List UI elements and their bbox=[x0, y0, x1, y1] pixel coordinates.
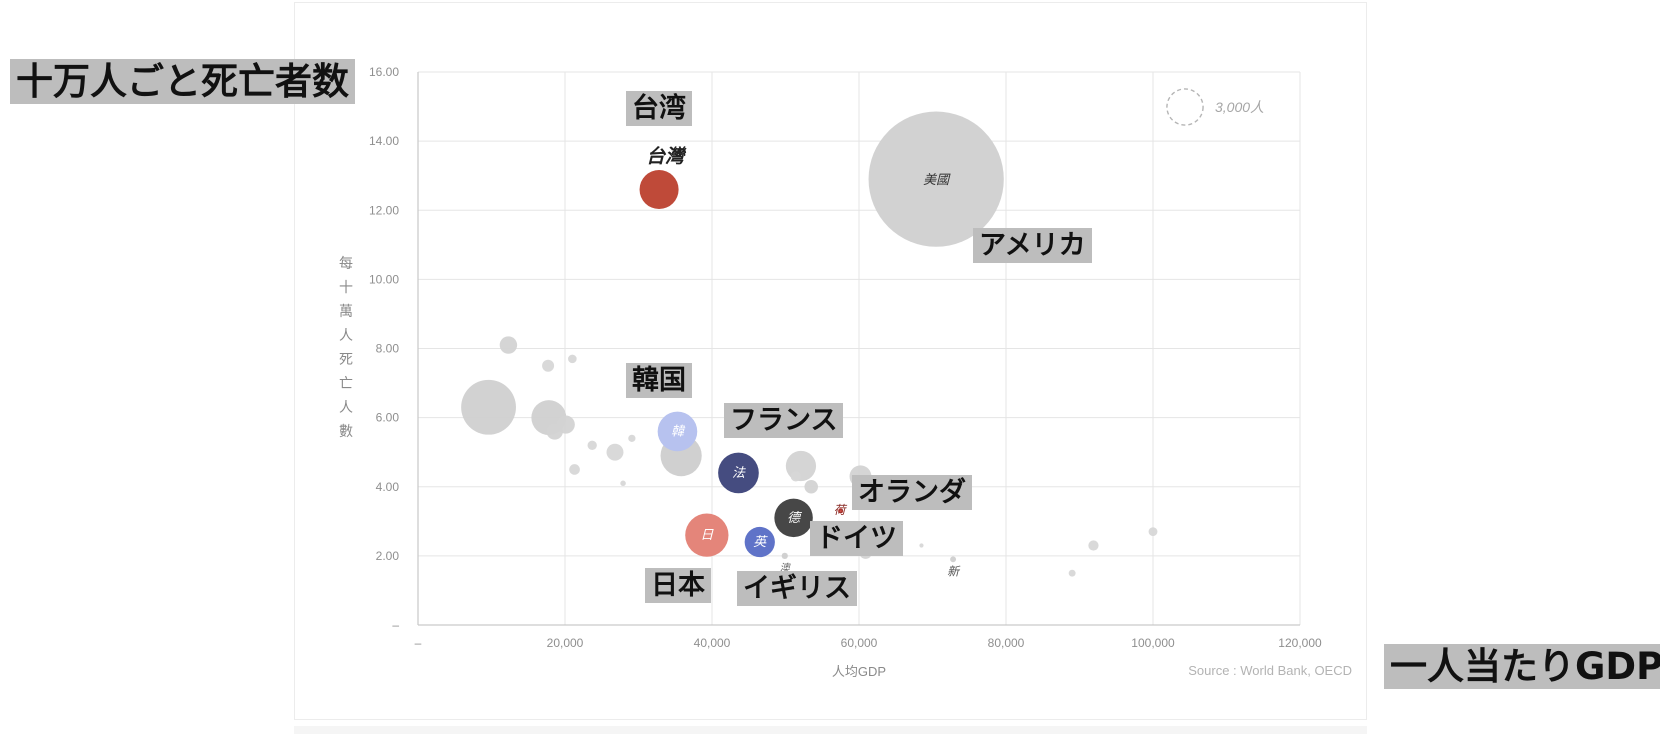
bubble-point bbox=[569, 464, 580, 475]
bubble-label: 德 bbox=[787, 510, 802, 525]
y-axis-label-char: 亡 bbox=[339, 375, 353, 391]
bubble-point bbox=[639, 169, 679, 210]
y-axis-label-char: 萬 bbox=[339, 303, 353, 319]
bubble-point bbox=[685, 513, 729, 557]
y-tick-label: 14.00 bbox=[369, 134, 399, 148]
y-axis-label-char: 人 bbox=[339, 327, 353, 343]
x-tick-label: 20,000 bbox=[547, 636, 584, 650]
bubble-point bbox=[606, 443, 624, 461]
bubble-point bbox=[838, 508, 844, 514]
legend-circle bbox=[1166, 88, 1204, 126]
y-tick-label: 16.00 bbox=[369, 65, 399, 79]
x-tick-label: 60,000 bbox=[841, 636, 878, 650]
x-tick-label: 40,000 bbox=[694, 636, 731, 650]
y-axis-title-jp: 十万人ごと死亡者数 bbox=[10, 59, 355, 104]
germany-annotation: ドイツ bbox=[810, 521, 903, 556]
y-axis-label-char: 十 bbox=[339, 279, 353, 295]
bubble-label: 法 bbox=[732, 465, 746, 480]
bubble-point bbox=[461, 379, 516, 435]
bubble-point bbox=[785, 450, 817, 482]
y-axis-label-char: 死 bbox=[339, 351, 353, 367]
bubble-point bbox=[1068, 569, 1076, 577]
bubble-point bbox=[868, 111, 1004, 247]
bubble-point bbox=[804, 479, 818, 494]
y-tick-label: 12.00 bbox=[369, 203, 399, 217]
usa-annotation: アメリカ bbox=[973, 228, 1092, 263]
x-tick-label: 100,000 bbox=[1131, 636, 1175, 650]
bubble-label: 台灣 bbox=[646, 146, 687, 168]
korea-annotation: 韓国 bbox=[626, 363, 692, 398]
bubble-point bbox=[1148, 527, 1158, 537]
bubble-point bbox=[499, 336, 518, 354]
legend-label: 3,000人 bbox=[1215, 99, 1264, 115]
axis-layer: – 2.00 4.00 6.00 8.00 10.00 12.00 14.00 16.00 – 20… bbox=[339, 65, 1322, 679]
bubble-label: 韓 bbox=[671, 423, 686, 438]
bubble-point bbox=[628, 434, 636, 442]
bubble-label: 澳 bbox=[780, 562, 791, 574]
x-tick-label: 80,000 bbox=[988, 636, 1025, 650]
bubble-point bbox=[542, 359, 555, 372]
x-tick-label: 120,000 bbox=[1278, 636, 1322, 650]
y-tick-label: 4.00 bbox=[376, 480, 400, 494]
netherlands-annotation: オランダ bbox=[852, 475, 972, 510]
bubble-label: 日 bbox=[700, 527, 714, 542]
bubble-point bbox=[781, 552, 788, 560]
bubble-point bbox=[568, 354, 577, 364]
france-annotation: フランス bbox=[724, 403, 844, 438]
bubble-point bbox=[774, 498, 813, 538]
taiwan-annotation: 台湾 bbox=[626, 91, 692, 126]
footer-fade bbox=[294, 726, 1367, 734]
bubble-point bbox=[790, 471, 801, 482]
y-axis-label-char: 每 bbox=[339, 255, 353, 271]
bubble-point bbox=[1088, 540, 1099, 551]
y-axis-label-char: 人 bbox=[339, 399, 353, 415]
bubble-label: 新 bbox=[947, 564, 961, 578]
japan-annotation: 日本 bbox=[645, 568, 711, 603]
y-tick-label: 10.00 bbox=[369, 272, 399, 286]
bubble-label: 美國 bbox=[923, 172, 951, 187]
y-tick-label: 2.00 bbox=[376, 549, 400, 563]
bubble-point bbox=[718, 452, 759, 494]
bubble-point bbox=[919, 543, 924, 548]
uk-annotation: イギリス bbox=[737, 571, 857, 606]
y-axis-label-char: 數 bbox=[339, 423, 353, 439]
bubble-layer bbox=[461, 111, 1158, 577]
y-tick-label: – bbox=[392, 618, 399, 632]
bubble-point bbox=[620, 480, 626, 487]
y-tick-label: 8.00 bbox=[376, 342, 400, 356]
y-tick-label: 6.00 bbox=[376, 411, 400, 425]
bubble-point bbox=[950, 556, 957, 563]
x-axis-label: 人均GDP bbox=[832, 664, 886, 679]
bubble-label: 英 bbox=[753, 534, 768, 549]
bubble-point bbox=[657, 411, 698, 452]
bubble-label: 荷 bbox=[834, 503, 848, 517]
bubble-point bbox=[546, 423, 563, 440]
legend-layer: 3,000人 bbox=[1166, 88, 1264, 126]
bubble-point bbox=[744, 526, 775, 558]
x-tick-label: – bbox=[415, 636, 422, 650]
source-text: Source : World Bank, OECD bbox=[1188, 663, 1352, 678]
bubble-point bbox=[587, 440, 597, 450]
x-axis-title-jp: 一人当たりGDP bbox=[1384, 644, 1660, 689]
